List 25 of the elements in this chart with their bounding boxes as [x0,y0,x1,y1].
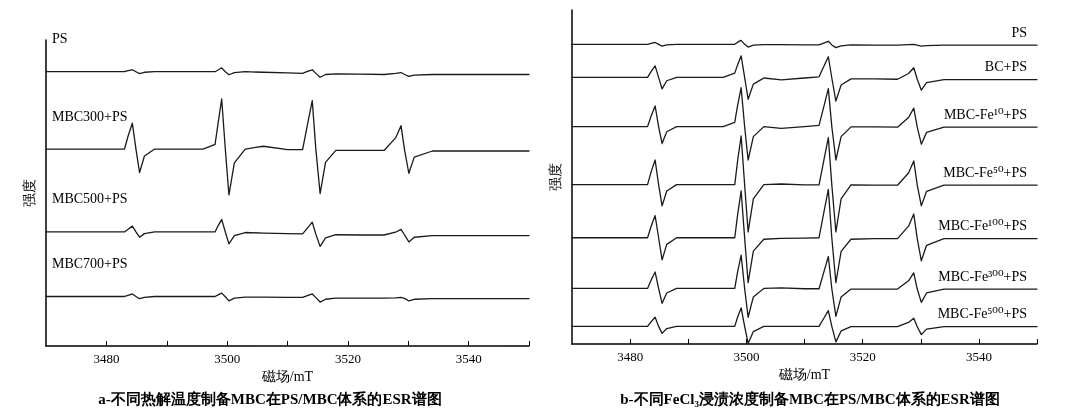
series-label: MBC-Fe⁵⁰+PS [943,164,1027,180]
x-axis-title: 磁场/mT [777,367,831,383]
series-label: MBC500+PS [52,191,128,207]
x-tick-label: 3500 [214,351,241,366]
x-tick-label: 3480 [617,349,644,364]
text: a-不同热解温度制备MBC在PS/MBC体系的ESR谱图 [98,389,442,407]
series-label: MBC700+PS [52,255,128,271]
x-tick-label: 3520 [334,351,361,366]
series-label: MBC-Fe⁵⁰⁰+PS [937,306,1027,322]
series-label: PS [52,31,68,47]
series-label: MBC-Fe¹⁰⁰+PS [938,218,1027,234]
y-axis-title: 强度 [547,163,563,191]
text: b-不同FeCl₃浸渍浓度制备MBC在PS/MBC体系的ESR谱图 [620,389,1000,407]
series-label: BC+PS [984,59,1027,75]
series-label: MBC300+PS [52,108,128,124]
x-tick-label: 3540 [455,351,482,366]
series-label: PS [1011,24,1027,40]
x-tick-label: 3520 [849,349,876,364]
x-axis-title: 磁场/mT [260,369,314,385]
series-label: MBC-Fe³⁰⁰+PS [938,268,1027,284]
series-label: MBC-Fe¹⁰+PS [943,106,1027,122]
x-tick-label: 3480 [93,351,120,366]
x-tick-label: 3500 [733,349,760,364]
y-axis-title: 强度 [21,179,37,207]
x-tick-label: 3540 [965,349,992,364]
